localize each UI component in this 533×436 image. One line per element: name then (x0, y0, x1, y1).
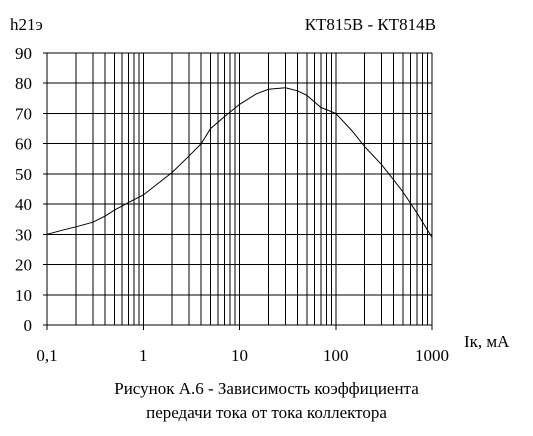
series-line (46, 87, 433, 238)
grid (43, 52, 433, 330)
x-tick-label: 1000 (415, 346, 449, 365)
x-tick-label: 100 (323, 346, 349, 365)
y-tick-label: 20 (15, 256, 32, 275)
y-tick-label: 60 (15, 135, 32, 154)
x-tick-label: 1 (139, 346, 148, 365)
chart-title: КТ815В - КТ814В (305, 15, 436, 34)
y-tick-label: 0 (24, 316, 33, 335)
y-tick-label: 70 (15, 104, 32, 123)
y-tick-label: 90 (15, 44, 32, 63)
y-tick-label: 40 (15, 195, 32, 214)
caption-line-1: Рисунок А.6 - Зависимость коэффициента (114, 379, 419, 398)
figure-caption: Рисунок А.6 - Зависимость коэффициента п… (0, 377, 533, 425)
x-tick-label: 10 (231, 346, 248, 365)
x-axis-label: Iк, мА (464, 332, 510, 351)
y-axis-label: h21э (10, 15, 43, 34)
y-tick-label: 30 (15, 225, 32, 244)
tick-labels: 0 10 20 30 40 50 60 70 80 90 0,1 1 10 100 1000 (15, 44, 449, 365)
y-tick-label: 80 (15, 74, 32, 93)
y-tick-label: 50 (15, 165, 32, 184)
x-tick-label: 0,1 (36, 346, 57, 365)
y-tick-label: 10 (15, 286, 32, 305)
caption-line-2: передачи тока от тока коллектора (146, 403, 387, 422)
